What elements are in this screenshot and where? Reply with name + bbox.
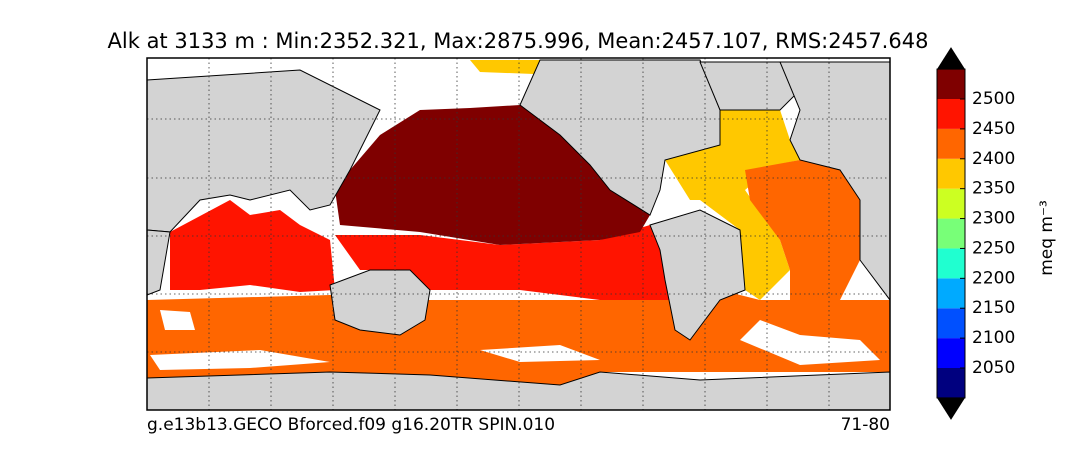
patch bbox=[480, 345, 600, 362]
grid bbox=[147, 58, 890, 410]
region bbox=[665, 110, 800, 300]
patch bbox=[740, 320, 880, 365]
colorbar-segment bbox=[937, 188, 965, 219]
colorbar-segment bbox=[937, 368, 965, 398]
colorbar-segment bbox=[937, 278, 965, 309]
map bbox=[146, 57, 891, 411]
colorbar-segment bbox=[937, 218, 965, 249]
colorbar-segment bbox=[937, 158, 965, 189]
patch bbox=[150, 350, 330, 370]
colorbar-segment bbox=[937, 128, 965, 159]
land bbox=[699, 61, 801, 111]
colorbar-label: meq m⁻³ bbox=[1037, 200, 1057, 276]
title: Alk at 3133 m : Min:2352.321, Max:2875.9… bbox=[108, 29, 929, 53]
colorbar-frame bbox=[936, 68, 966, 399]
colorbar-extend bbox=[937, 397, 965, 420]
colorbar-extend bbox=[937, 47, 965, 70]
region bbox=[335, 105, 650, 245]
footer-right: 71-80 bbox=[841, 415, 890, 435]
colorbar-tick-label: 2300 bbox=[972, 209, 1015, 229]
colorbar-tick-label: 2050 bbox=[972, 358, 1015, 378]
region bbox=[745, 160, 860, 300]
colorbar-tick-label: 2200 bbox=[972, 268, 1015, 288]
colorbar-tick-label: 2350 bbox=[972, 179, 1015, 199]
colorbar-tick-label: 2150 bbox=[972, 298, 1015, 318]
colorbar: 2050 2100 2150 2200 2250 2300 2350 2400 2450 2500 bbox=[936, 47, 1015, 420]
colorbar-segment bbox=[937, 99, 965, 129]
colorbar-tick-label: 2100 bbox=[972, 328, 1015, 348]
colorbar-segment bbox=[937, 338, 965, 368]
colorbar-tick-label: 2400 bbox=[972, 149, 1015, 169]
colorbar-tick-label: 2250 bbox=[972, 238, 1015, 258]
colorbar-segment bbox=[937, 248, 965, 279]
colorbar-tick-label: 2500 bbox=[972, 89, 1015, 109]
footer-left: g.e13b13.GECO Bforced.f09 g16.20TR SPIN.… bbox=[147, 415, 555, 435]
region bbox=[170, 200, 335, 292]
colorbar-tick-label: 2450 bbox=[972, 119, 1015, 139]
patch bbox=[160, 310, 195, 330]
colorbar-segment bbox=[937, 69, 965, 99]
colorbar-segment bbox=[937, 308, 965, 339]
land bbox=[329, 269, 431, 336]
map-frame bbox=[146, 57, 891, 411]
